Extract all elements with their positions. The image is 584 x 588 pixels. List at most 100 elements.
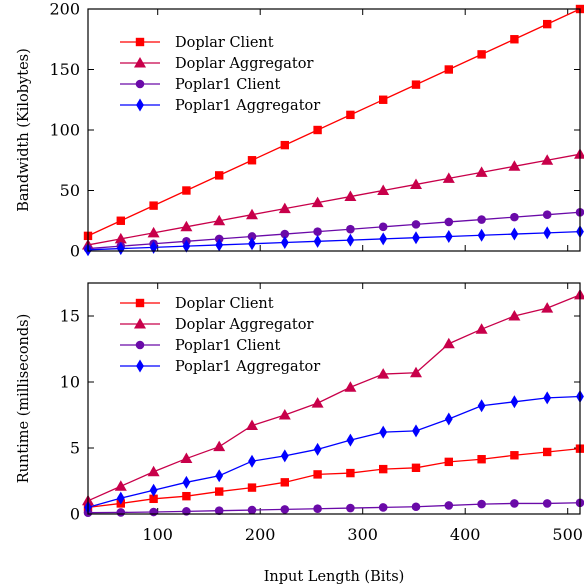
data-point-doplar-aggregator <box>410 178 422 189</box>
data-point-poplar1-aggregator <box>215 469 224 483</box>
data-point-poplar1-aggregator <box>182 475 191 489</box>
bandwidth-panel: 0 50 100 150 200 Doplar Client Doplar Aggregat… <box>16 0 584 261</box>
data-point-doplar-client <box>280 478 289 487</box>
data-point-doplar-client <box>477 455 486 464</box>
y-tick-label: 200 <box>49 0 80 19</box>
y-tick-label: 50 <box>60 181 80 200</box>
y-tick-label: 15 <box>60 307 80 326</box>
series-poplar1-aggregator <box>84 225 584 257</box>
data-point-poplar1-aggregator <box>444 412 453 426</box>
data-point-poplar1-aggregator <box>215 238 224 252</box>
data-point-poplar1-aggregator <box>116 491 125 505</box>
x-tick-label: 200 <box>245 525 276 544</box>
series-doplar-client <box>83 4 584 241</box>
data-point-poplar1-aggregator <box>379 425 388 439</box>
data-point-doplar-aggregator <box>410 366 422 378</box>
data-point-doplar-aggregator <box>541 154 554 165</box>
legend-marker-poplar1-client <box>135 340 145 350</box>
legend-entry-poplar1-aggregator: Poplar1 Aggregator <box>120 98 320 114</box>
legend-label: Poplar1 Client <box>175 338 281 354</box>
data-point-doplar-aggregator <box>377 368 390 379</box>
data-point-doplar-client <box>379 464 388 474</box>
series-line-poplar1-client <box>87 502 581 514</box>
data-point-poplar1-aggregator <box>182 239 191 253</box>
data-point-doplar-aggregator <box>246 419 258 431</box>
legend-marker-doplar-client <box>135 298 145 308</box>
legend-entry-doplar-client: Doplar Client <box>120 35 274 51</box>
data-point-poplar1-client <box>116 508 126 517</box>
data-point-poplar1-client <box>378 503 388 512</box>
y-tick-label: 100 <box>49 121 80 140</box>
data-point-doplar-aggregator <box>278 202 291 214</box>
legend-marker-poplar1-client <box>135 79 145 89</box>
data-point-doplar-client <box>379 95 388 104</box>
y-axis-label: Bandwidth (Kilobytes) <box>16 48 32 212</box>
data-point-doplar-client <box>543 447 552 457</box>
data-point-poplar1-aggregator <box>412 424 420 438</box>
data-point-doplar-aggregator <box>344 381 357 392</box>
data-point-doplar-aggregator <box>508 310 521 321</box>
legend-label: Doplar Client <box>175 296 274 312</box>
legend-entry-doplar-client: Doplar Client <box>120 296 274 312</box>
data-point-doplar-aggregator <box>508 160 521 171</box>
data-point-poplar1-client <box>149 507 158 517</box>
data-point-poplar1-aggregator <box>510 395 519 409</box>
data-point-doplar-aggregator <box>114 232 127 244</box>
data-point-doplar-client <box>182 186 191 195</box>
legend-marker-doplar-aggregator <box>134 318 146 329</box>
legend-entry-poplar1-client: Poplar1 Client <box>120 338 281 354</box>
y-tick-label: 150 <box>49 60 80 79</box>
data-point-poplar1-aggregator <box>412 231 420 245</box>
series-line-doplar-client <box>87 448 581 509</box>
x-axis-label: Input Length (Bits) <box>264 569 405 585</box>
data-point-doplar-aggregator <box>442 337 455 349</box>
data-point-doplar-client <box>149 201 158 210</box>
data-point-poplar1-aggregator <box>248 454 256 468</box>
series-line-doplar-client <box>87 8 581 237</box>
data-point-doplar-aggregator <box>213 214 226 226</box>
series-doplar-aggregator <box>82 288 584 506</box>
legend-entry-doplar-aggregator: Doplar Aggregator <box>120 56 313 72</box>
y-tick-label: 10 <box>60 373 80 392</box>
data-point-poplar1-aggregator <box>477 228 486 242</box>
data-point-poplar1-client <box>411 220 421 229</box>
legend: Doplar Client Doplar Aggregator Poplar1 Cl… <box>120 296 320 375</box>
data-point-poplar1-client <box>510 499 519 508</box>
legend: Doplar Client Doplar Aggregator Poplar1 Cl… <box>120 35 320 114</box>
data-point-doplar-client <box>346 468 355 478</box>
data-point-poplar1-client <box>477 499 486 509</box>
data-point-doplar-client <box>477 50 486 59</box>
data-point-poplar1-client <box>510 212 519 222</box>
series-line-poplar1-aggregator <box>87 395 581 509</box>
legend-entry-poplar1-aggregator: Poplar1 Aggregator <box>120 359 320 375</box>
data-point-doplar-client <box>510 35 519 44</box>
plot-frame <box>87 8 581 252</box>
series-poplar1-client <box>83 207 584 253</box>
legend-marker-doplar-client <box>135 37 145 47</box>
data-point-doplar-aggregator <box>377 184 390 195</box>
data-point-doplar-aggregator <box>213 440 226 452</box>
legend-entry-doplar-aggregator: Doplar Aggregator <box>120 317 313 333</box>
data-point-doplar-client <box>313 470 322 479</box>
legend-label: Doplar Client <box>175 35 274 51</box>
data-point-poplar1-aggregator <box>543 391 552 405</box>
data-point-doplar-aggregator <box>147 226 160 238</box>
data-point-doplar-aggregator <box>311 397 324 408</box>
x-tick-label: 400 <box>450 525 481 544</box>
data-point-doplar-client <box>149 494 158 504</box>
data-point-doplar-client <box>313 125 322 135</box>
data-point-doplar-client <box>182 491 191 501</box>
series-line-doplar-aggregator <box>87 294 581 502</box>
legend-marker-poplar1-aggregator <box>136 98 144 112</box>
legend-label: Poplar1 Aggregator <box>175 98 320 114</box>
series-poplar1-aggregator <box>84 390 584 514</box>
legend-marker-poplar1-aggregator <box>136 359 144 373</box>
data-point-doplar-aggregator <box>442 172 455 183</box>
legend-label: Poplar1 Client <box>175 77 281 93</box>
data-point-doplar-aggregator <box>344 190 357 202</box>
data-point-doplar-client <box>247 156 257 165</box>
data-point-poplar1-client <box>444 217 454 227</box>
y-tick-label: 0 <box>70 505 80 524</box>
